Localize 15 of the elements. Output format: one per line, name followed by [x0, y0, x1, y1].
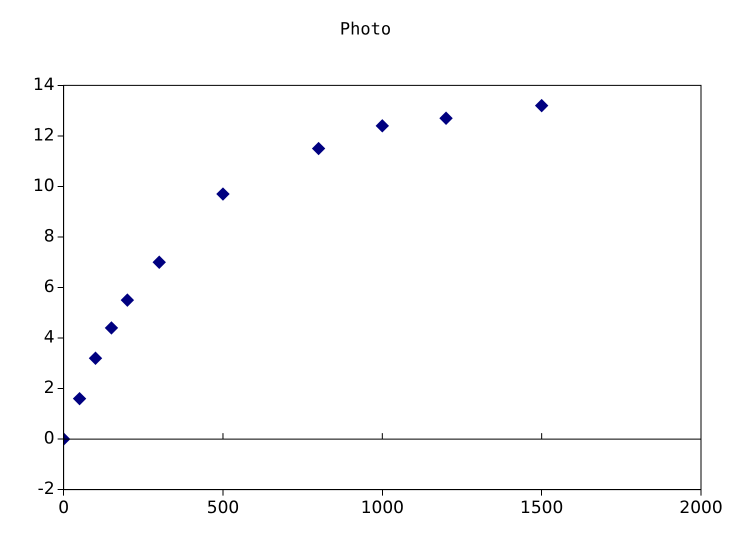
y-tick-label: -2	[38, 479, 55, 500]
y-tick-label: 14	[32, 74, 55, 95]
x-tick-label: 500	[206, 498, 240, 518]
x-tick-label: 2000	[679, 498, 723, 518]
x-tick-label: 1000	[360, 498, 404, 518]
y-tick-label: 10	[32, 176, 55, 196]
y-tick-label: 12	[32, 125, 55, 146]
x-tick-label: 1500	[520, 498, 564, 518]
y-tick-label: 4	[44, 327, 55, 348]
y-tick-label: 8	[44, 226, 55, 246]
y-tick-label: 0	[44, 428, 55, 448]
y-tick-label: 2	[44, 378, 55, 398]
x-tick-label: 0	[58, 498, 70, 518]
y-tick-label: 6	[44, 276, 55, 297]
chart-title: Photo	[340, 20, 392, 40]
